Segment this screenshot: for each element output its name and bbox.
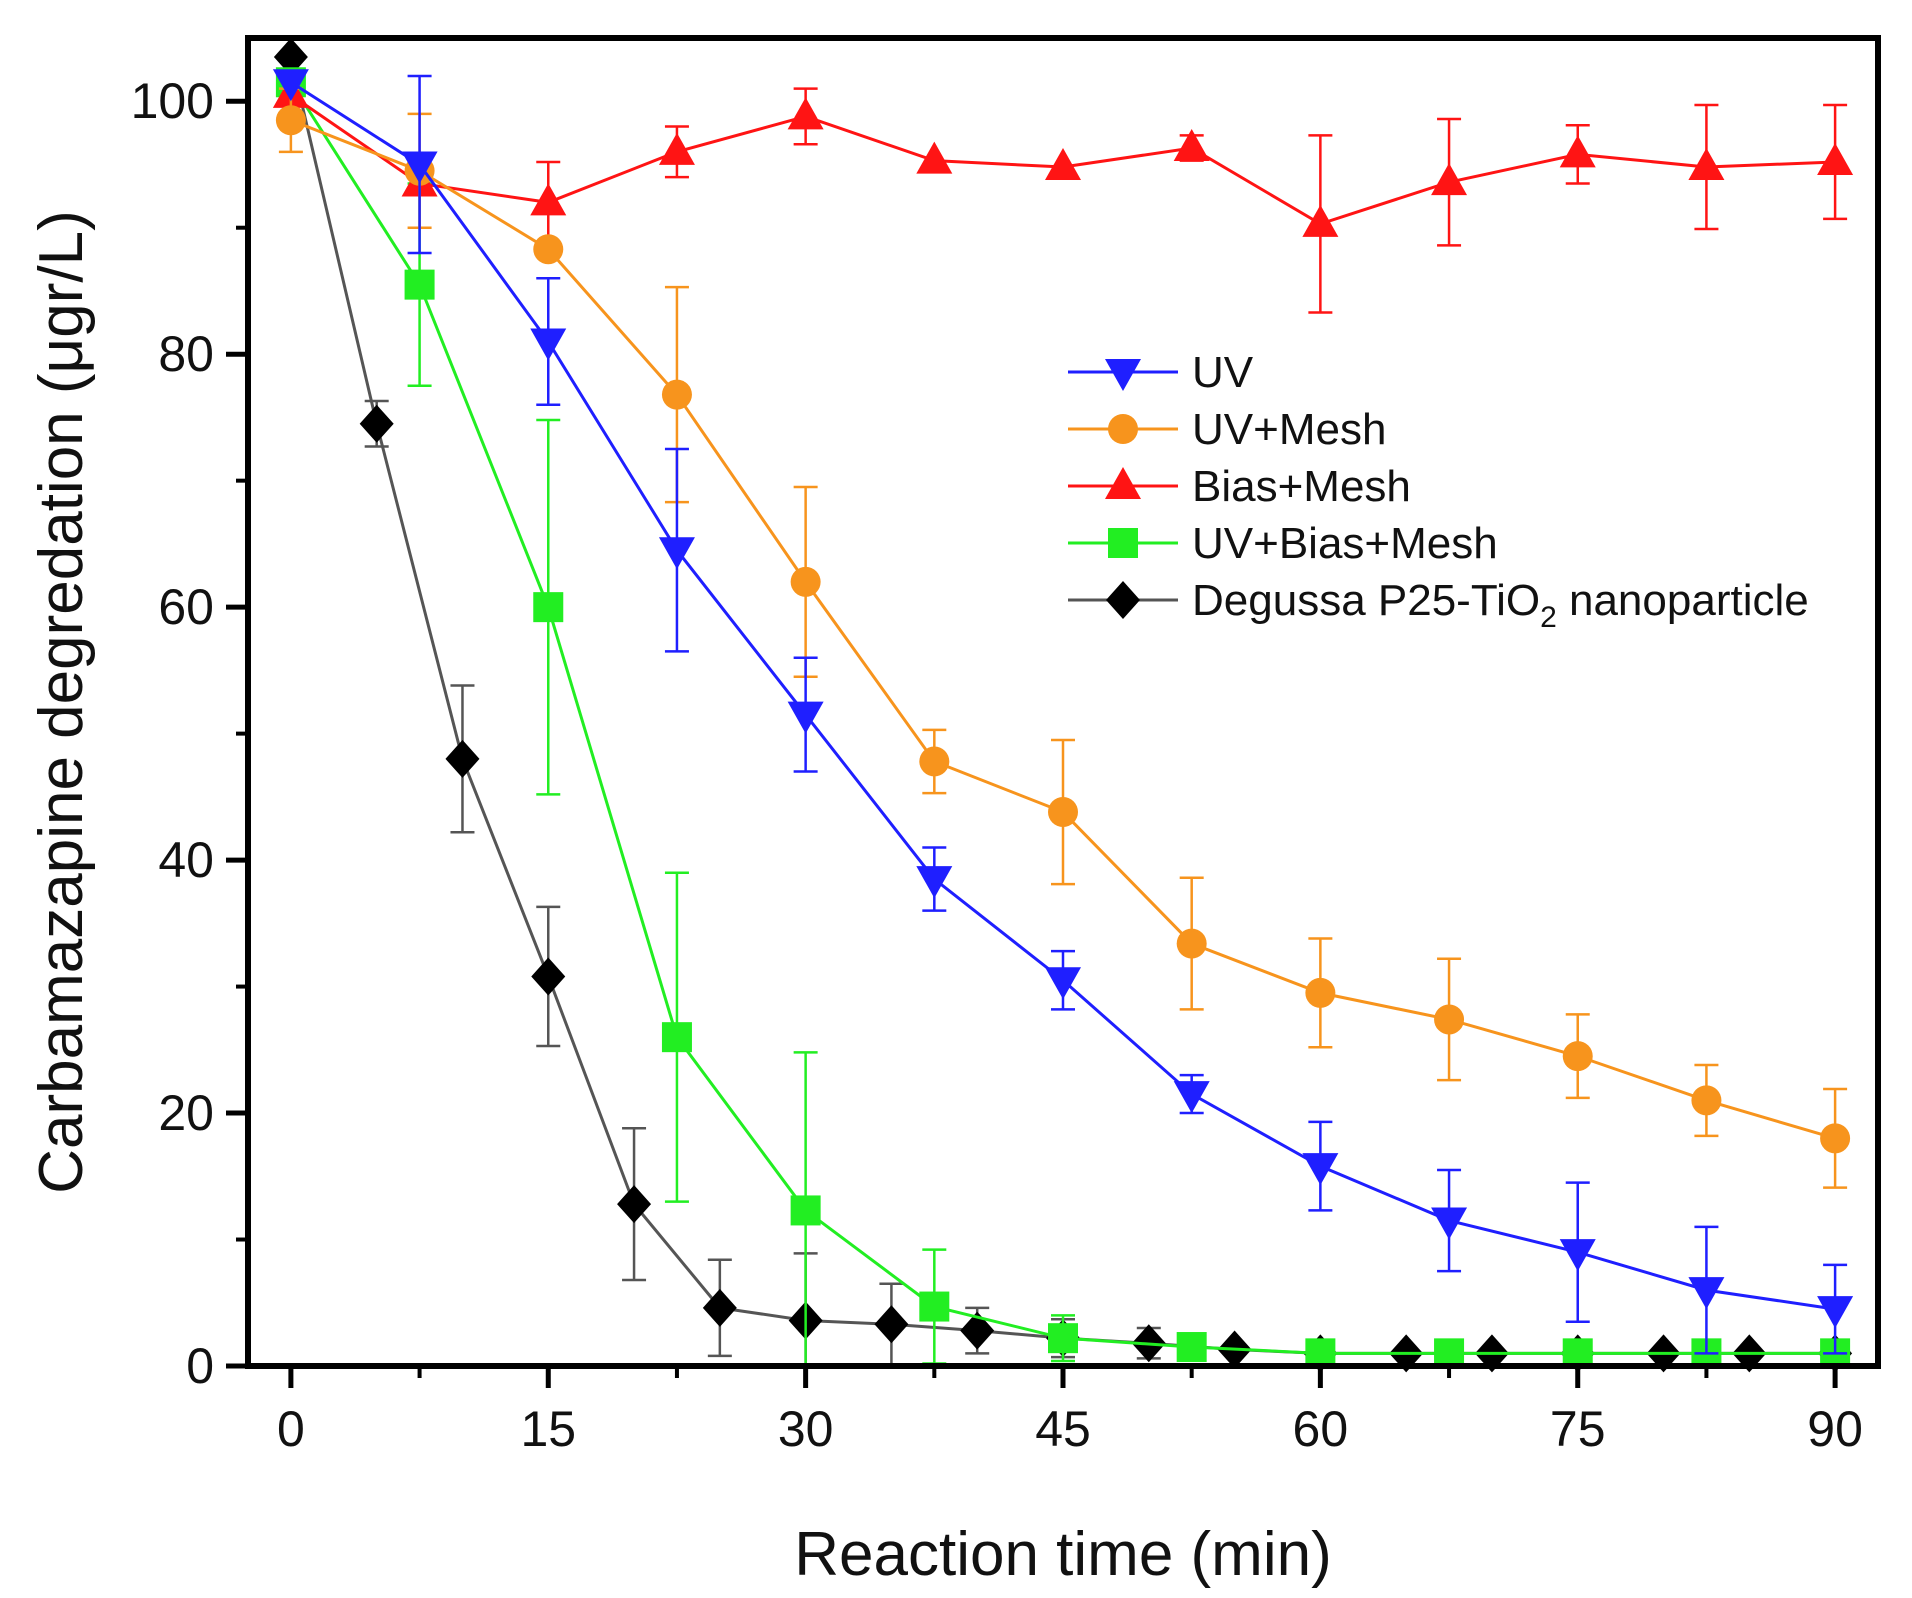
series-0 (272, 69, 1854, 1355)
data-point (1045, 967, 1081, 1000)
data-point (1173, 1081, 1210, 1114)
data-point (1173, 129, 1210, 162)
y-tick-label-60: 60 (158, 579, 214, 635)
legend-label-1: UV+Mesh (1192, 405, 1386, 454)
data-point (273, 37, 308, 76)
legend-marker-1 (1108, 414, 1138, 444)
axes-layer: 0 15 30 45 60 75 90 0 20 40 60 80 100 (131, 73, 1863, 1457)
data-point (658, 132, 695, 165)
data-point (445, 739, 480, 778)
data-point (530, 183, 567, 216)
legend-marker-3 (1108, 528, 1138, 558)
y-tick-label-20: 20 (158, 1085, 214, 1141)
data-point (531, 957, 566, 996)
data-point (533, 234, 564, 265)
data-point (1045, 148, 1081, 181)
x-tick-label-90: 90 (1807, 1401, 1863, 1457)
series-4 (273, 37, 1853, 1373)
data-point (1820, 1123, 1851, 1154)
legend-label-4: Degussa P25-TiO2 nanoparticle (1192, 576, 1809, 634)
data-point (1691, 1085, 1722, 1116)
y-tick-label-40: 40 (158, 832, 214, 888)
data-point (790, 1195, 821, 1226)
y-tick-label-80: 80 (158, 326, 214, 382)
data-point (787, 97, 824, 130)
legend-label-main: Degussa P25-TiO (1192, 576, 1540, 625)
data-point (1048, 797, 1078, 828)
data-point (1431, 163, 1468, 196)
data-point (916, 866, 953, 899)
data-point (530, 328, 567, 361)
data-point (787, 701, 824, 734)
data-point (919, 746, 950, 777)
x-tick-label-60: 60 (1293, 1401, 1349, 1457)
data-point (1817, 1296, 1854, 1329)
data-point (1176, 1332, 1207, 1363)
legend-marker-2 (1105, 467, 1141, 499)
legend-marker-4 (1106, 581, 1140, 619)
data-point (1302, 1153, 1339, 1186)
x-tick-label-15: 15 (520, 1401, 576, 1457)
y-axis-title: Carbamazapine degredation (μgr/L) (27, 210, 96, 1194)
series-3 (275, 67, 1851, 1369)
y-tick-label-0: 0 (186, 1338, 214, 1394)
legend-label-tail: nanoparticle (1557, 576, 1809, 625)
series-line-4 (289, 56, 1836, 1355)
data-point (359, 404, 394, 443)
y-tick-label-100: 100 (131, 73, 214, 129)
series-line-0 (290, 81, 1836, 1311)
series-2 (272, 75, 1854, 314)
legend-label-3: UV+Bias+Mesh (1192, 519, 1498, 568)
data-point (533, 592, 564, 623)
data-point (1688, 1277, 1725, 1310)
data-point (1305, 977, 1336, 1008)
legend-label-0: UV (1192, 348, 1254, 397)
x-tick-label-30: 30 (778, 1401, 834, 1457)
data-point (658, 537, 695, 570)
data-point (272, 69, 309, 102)
data-point (661, 1022, 692, 1053)
data-point (1688, 148, 1725, 181)
data-point (960, 1311, 995, 1350)
data-point (1048, 1323, 1078, 1354)
data-point (404, 269, 435, 300)
legend: UV UV+Mesh Bias+Mesh UV+Bias+Mesh Degussa P2… (1068, 348, 1809, 634)
data-point (275, 105, 306, 136)
data-point (702, 1288, 737, 1327)
data-point (916, 141, 953, 174)
legend-marker-0 (1105, 359, 1141, 391)
data-point (1562, 1041, 1593, 1072)
data-point (1302, 204, 1339, 237)
data-point (661, 379, 692, 410)
series-layer (272, 37, 1854, 1373)
data-point (1817, 142, 1854, 175)
data-point (919, 1291, 950, 1322)
data-point (1559, 135, 1596, 168)
data-point (1559, 1239, 1596, 1272)
data-point (790, 566, 821, 597)
data-point (617, 1185, 652, 1224)
data-point (1434, 1004, 1465, 1035)
x-axis-title: Reaction time (min) (794, 1520, 1331, 1589)
x-tick-label-0: 0 (277, 1401, 305, 1457)
data-point (401, 151, 438, 184)
x-tick-label-45: 45 (1035, 1401, 1091, 1457)
series-1 (275, 87, 1851, 1189)
legend-label-subscript: 2 (1540, 601, 1557, 634)
data-point (874, 1305, 909, 1344)
data-point (1431, 1207, 1468, 1240)
legend-label-2: Bias+Mesh (1192, 462, 1411, 511)
plot-frame (245, 35, 1881, 1369)
x-tick-label-75: 75 (1550, 1401, 1606, 1457)
series-line-3 (289, 81, 1836, 1355)
data-point (1176, 928, 1207, 959)
